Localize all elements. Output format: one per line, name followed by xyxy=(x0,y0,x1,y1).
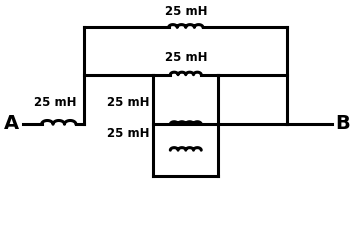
Text: 25 mH: 25 mH xyxy=(165,5,207,18)
Text: B: B xyxy=(335,113,350,132)
Text: 25 mH: 25 mH xyxy=(34,96,76,109)
Text: 25 mH: 25 mH xyxy=(107,126,150,139)
Text: A: A xyxy=(4,113,19,132)
Text: 25 mH: 25 mH xyxy=(165,51,207,64)
Text: 25 mH: 25 mH xyxy=(107,96,150,109)
